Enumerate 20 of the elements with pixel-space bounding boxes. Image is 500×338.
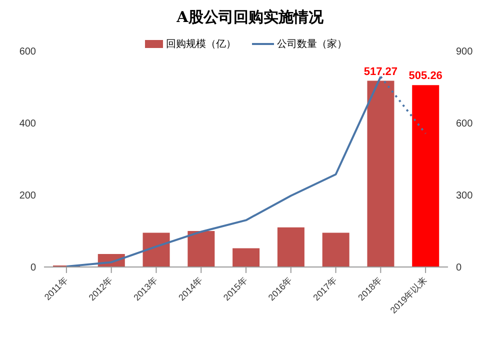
bar [277,227,304,267]
y-tick-label: 600 [19,46,36,58]
y2-tick-label: 600 [456,118,474,130]
data-label: 517.27 [364,66,398,78]
bar [412,85,440,267]
data-label: 505.26 [408,70,442,82]
y2-tick-label: 900 [456,46,474,58]
chart-title: A股公司回购实施情况 [176,8,324,27]
legend-label: 公司数量（家） [277,38,347,51]
bar [367,80,394,267]
bar [142,232,170,267]
y-tick-label: 0 [30,262,36,274]
y-tick-label: 400 [19,118,36,130]
legend-label: 回购规模（亿） [166,38,236,51]
bar [322,232,350,267]
bar [232,248,260,267]
bar [188,231,215,267]
y-tick-label: 200 [19,190,36,202]
y2-tick-label: 0 [456,262,462,274]
y2-tick-label: 300 [456,190,474,202]
